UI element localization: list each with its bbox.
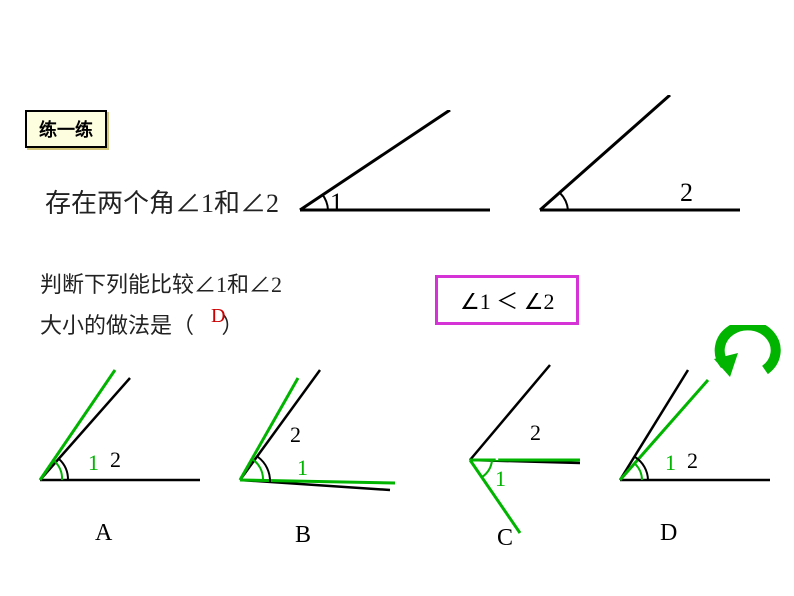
comparison-box: ∠1 ＜ ∠2	[435, 275, 579, 325]
option-a-num2: 2	[110, 447, 121, 473]
option-b-num1: 1	[297, 455, 308, 481]
answer-letter: D	[211, 305, 225, 328]
option-a-diagram	[30, 360, 210, 500]
option-b-label: B	[295, 522, 311, 549]
top-angle-1-label: 1	[330, 188, 343, 218]
practice-badge: 练一练	[25, 110, 107, 148]
option-b-diagram	[230, 360, 410, 500]
option-b-num2: 2	[290, 422, 301, 448]
option-c-num2: 2	[530, 420, 541, 446]
option-c-num1: 1	[495, 466, 506, 492]
option-c-label: C	[497, 525, 513, 552]
top-angle-2	[530, 95, 750, 220]
option-d-num2: 2	[687, 448, 698, 474]
rotation-arrow-icon	[710, 325, 790, 385]
option-a-num1: 1	[88, 450, 99, 476]
option-c-diagram	[420, 355, 600, 535]
top-angle-1	[290, 110, 500, 220]
option-a-label: A	[95, 520, 112, 547]
question-line-2: 判断下列能比较∠1和∠2	[40, 267, 282, 299]
option-d-label: D	[660, 520, 677, 547]
option-d-num1: 1	[665, 450, 676, 476]
question-line-1: 存在两个角∠1和∠2	[45, 183, 279, 220]
top-angle-2-label: 2	[680, 178, 693, 208]
